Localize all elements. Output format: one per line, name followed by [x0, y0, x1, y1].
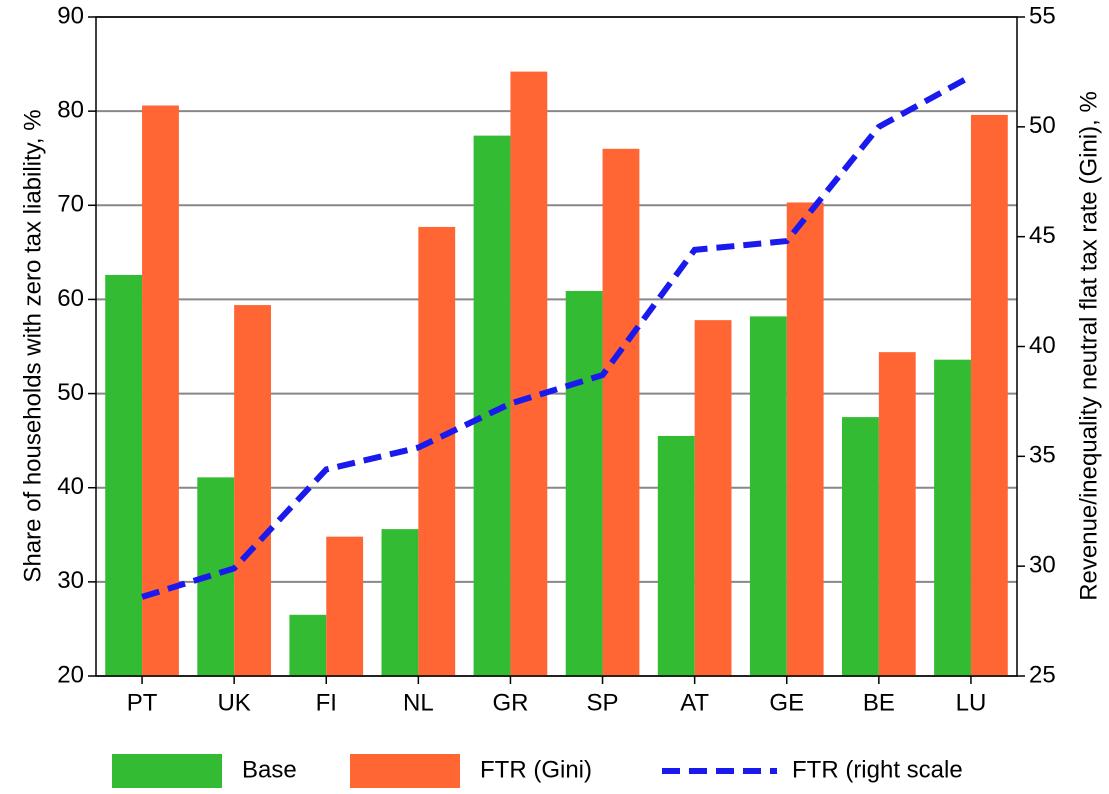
bar: [565, 290, 603, 676]
y-tick-label: 80: [57, 96, 84, 123]
bar: [105, 274, 143, 676]
bar: [934, 359, 971, 676]
x-tick-label: FI: [316, 689, 337, 716]
legend-label: FTR (right scale: [792, 756, 963, 783]
plot-frame: [95, 16, 1018, 677]
y-tick-label: 60: [57, 285, 84, 312]
y-tick-label: 70: [57, 191, 84, 218]
y-tick-label: 90: [57, 2, 84, 29]
y-tick-label: 30: [57, 567, 84, 594]
y-tick-label: 50: [57, 379, 84, 406]
y2-tick-label: 30: [1029, 552, 1056, 579]
bar: [418, 226, 456, 676]
line: [141, 73, 973, 600]
bar: [842, 417, 879, 676]
bar: [142, 105, 179, 677]
bar: [694, 320, 732, 676]
bar: [878, 352, 916, 676]
y2-tick-label: 35: [1029, 442, 1056, 469]
legend-label: Base: [242, 756, 297, 783]
y2-tick-label: 45: [1029, 222, 1056, 249]
y2-axis-label: Revenue/inequality neutral flat tax rate…: [1075, 91, 1102, 601]
y-tick-label: 20: [57, 661, 84, 688]
x-tick-label: AT: [680, 689, 709, 716]
bar: [381, 529, 419, 676]
x-tick-label: SP: [587, 689, 619, 716]
bar: [749, 316, 787, 676]
x-tick-label: NL: [403, 689, 434, 716]
y2-tick-label: 55: [1029, 2, 1056, 29]
bar: [602, 148, 640, 677]
bar: [786, 202, 824, 676]
x-tick-label: GE: [769, 689, 804, 716]
legend-swatch: [112, 754, 222, 788]
y2-tick-label: 40: [1029, 332, 1056, 359]
x-tick-label: PT: [127, 689, 158, 716]
x-tick-label: BE: [863, 689, 895, 716]
x-tick-label: GR: [492, 689, 528, 716]
legend-swatch: [350, 754, 460, 788]
x-tick-label: LU: [956, 689, 987, 716]
bar: [657, 435, 695, 676]
legend-label: FTR (Gini): [480, 756, 592, 783]
y-axis-label: Share of households with zero tax liabil…: [19, 109, 46, 582]
bar: [970, 114, 1008, 676]
y-tick-label: 40: [57, 473, 84, 500]
x-tick-label: UK: [217, 689, 250, 716]
bar: [234, 305, 271, 676]
bar: [289, 614, 327, 676]
y2-tick-label: 50: [1029, 112, 1056, 139]
y2-tick-label: 25: [1029, 661, 1056, 688]
bar: [326, 536, 364, 676]
bar: [510, 71, 548, 677]
